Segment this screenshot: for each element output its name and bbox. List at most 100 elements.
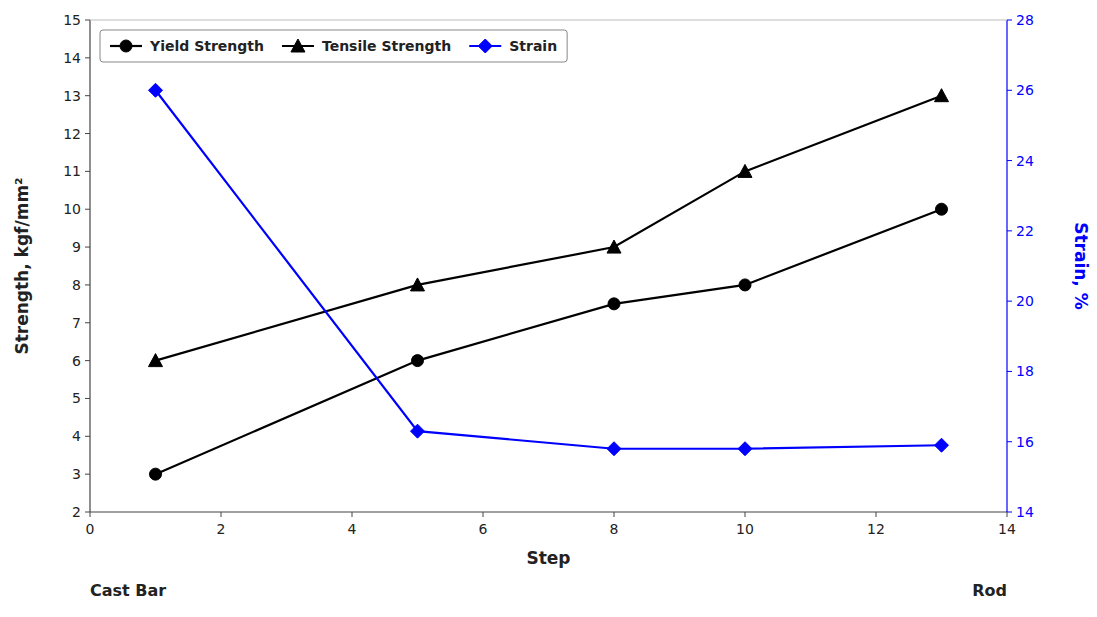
legend-swatch-marker: [120, 40, 132, 52]
x-tick: [876, 512, 877, 517]
y-tick: [85, 209, 90, 210]
x-tick: [614, 512, 615, 517]
legend-swatch-marker: [291, 39, 305, 52]
series-line: [156, 209, 942, 474]
legend-box: [100, 30, 567, 62]
y2-axis-line: [1006, 20, 1007, 512]
annotation: Rod: [972, 581, 1007, 600]
legend-swatch-marker: [478, 39, 492, 53]
data-point: [607, 442, 621, 456]
x-tick-label: 2: [217, 521, 226, 537]
x-tick-label: 14: [998, 521, 1016, 537]
legend-label: Tensile Strength: [322, 38, 451, 54]
y-tick-label: 7: [72, 315, 81, 331]
y-tick-label: 6: [72, 353, 81, 369]
y-tick: [85, 284, 90, 285]
plot-area: [149, 83, 949, 480]
chart-svg: 0246810121423456789101112131415141618202…: [0, 0, 1097, 617]
legend-label: Strain: [509, 38, 557, 54]
y-tick-label: 13: [63, 88, 81, 104]
y-tick: [85, 57, 90, 58]
x-tick-label: 12: [867, 521, 885, 537]
x-tick: [483, 512, 484, 517]
x-tick: [90, 512, 91, 517]
legend-item: Yield Strength: [110, 38, 264, 54]
data-point: [738, 442, 752, 456]
x-tick: [745, 512, 746, 517]
y-tick-label: 12: [63, 126, 81, 142]
y2-tick-label: 26: [1016, 82, 1034, 98]
legend-item: Strain: [469, 38, 557, 54]
y2-tick-label: 20: [1016, 293, 1034, 309]
y-tick: [85, 95, 90, 96]
y2-tick: [1007, 441, 1012, 442]
y2-tick: [1007, 160, 1012, 161]
y2-tick: [1007, 301, 1012, 302]
y-tick-label: 9: [72, 239, 81, 255]
y-tick-label: 2: [72, 504, 81, 520]
y2-tick-label: 14: [1016, 504, 1034, 520]
y2-tick: [1007, 230, 1012, 231]
y-tick: [85, 474, 90, 475]
y2-tick: [1007, 512, 1012, 513]
y2-tick-label: 16: [1016, 434, 1034, 450]
data-point: [411, 424, 425, 438]
y-tick: [85, 20, 90, 21]
y-tick: [85, 436, 90, 437]
y2-axis-label: Strain, %: [1071, 222, 1091, 310]
legend-item: Tensile Strength: [282, 38, 451, 54]
y-tick-label: 5: [72, 390, 81, 406]
x-tick: [221, 512, 222, 517]
y-tick-label: 8: [72, 277, 81, 293]
background: [0, 0, 1097, 617]
y-axis-line: [89, 20, 90, 512]
data-point: [150, 468, 162, 480]
data-point: [607, 240, 621, 253]
axes: 0246810121423456789101112131415141618202…: [63, 12, 1034, 537]
x-axis-line: [90, 511, 1007, 512]
legend-label: Yield Strength: [149, 38, 264, 54]
data-point: [149, 83, 163, 97]
series-line: [156, 96, 942, 361]
x-tick: [352, 512, 353, 517]
y2-tick: [1007, 371, 1012, 372]
y-tick-label: 11: [63, 163, 81, 179]
x-tick: [1007, 512, 1008, 517]
y-tick: [85, 398, 90, 399]
data-point: [935, 89, 949, 102]
y-axis-label: Strength, kgf/mm²: [12, 177, 32, 354]
data-point: [149, 354, 163, 367]
y-tick: [85, 322, 90, 323]
data-point: [738, 164, 752, 177]
y-tick-label: 3: [72, 466, 81, 482]
x-tick-label: 6: [479, 521, 488, 537]
y2-tick: [1007, 20, 1012, 21]
y-tick-label: 4: [72, 428, 81, 444]
y2-tick-label: 22: [1016, 223, 1034, 239]
y2-tick: [1007, 90, 1012, 91]
data-point: [739, 279, 751, 291]
chart-container: 0246810121423456789101112131415141618202…: [0, 0, 1097, 617]
y-tick: [85, 133, 90, 134]
x-axis-label: Step: [526, 548, 570, 568]
y2-tick-label: 24: [1016, 153, 1034, 169]
x-tick-label: 10: [736, 521, 754, 537]
x-tick-label: 8: [610, 521, 619, 537]
y-tick: [85, 512, 90, 513]
data-point: [412, 355, 424, 367]
x-tick-label: 4: [348, 521, 357, 537]
y-tick-label: 15: [63, 12, 81, 28]
y-tick: [85, 247, 90, 248]
y-tick: [85, 171, 90, 172]
data-point: [608, 298, 620, 310]
y2-tick-label: 18: [1016, 363, 1034, 379]
y-tick-label: 14: [63, 50, 81, 66]
data-point: [936, 203, 948, 215]
series-line: [156, 90, 942, 448]
data-point: [935, 438, 949, 452]
plot-frame-top: [90, 20, 1007, 21]
legend: Yield Strength Tensile Strength Strain: [100, 30, 567, 62]
y-tick: [85, 360, 90, 361]
data-point: [411, 278, 425, 291]
annotation: Cast Bar: [90, 581, 166, 600]
